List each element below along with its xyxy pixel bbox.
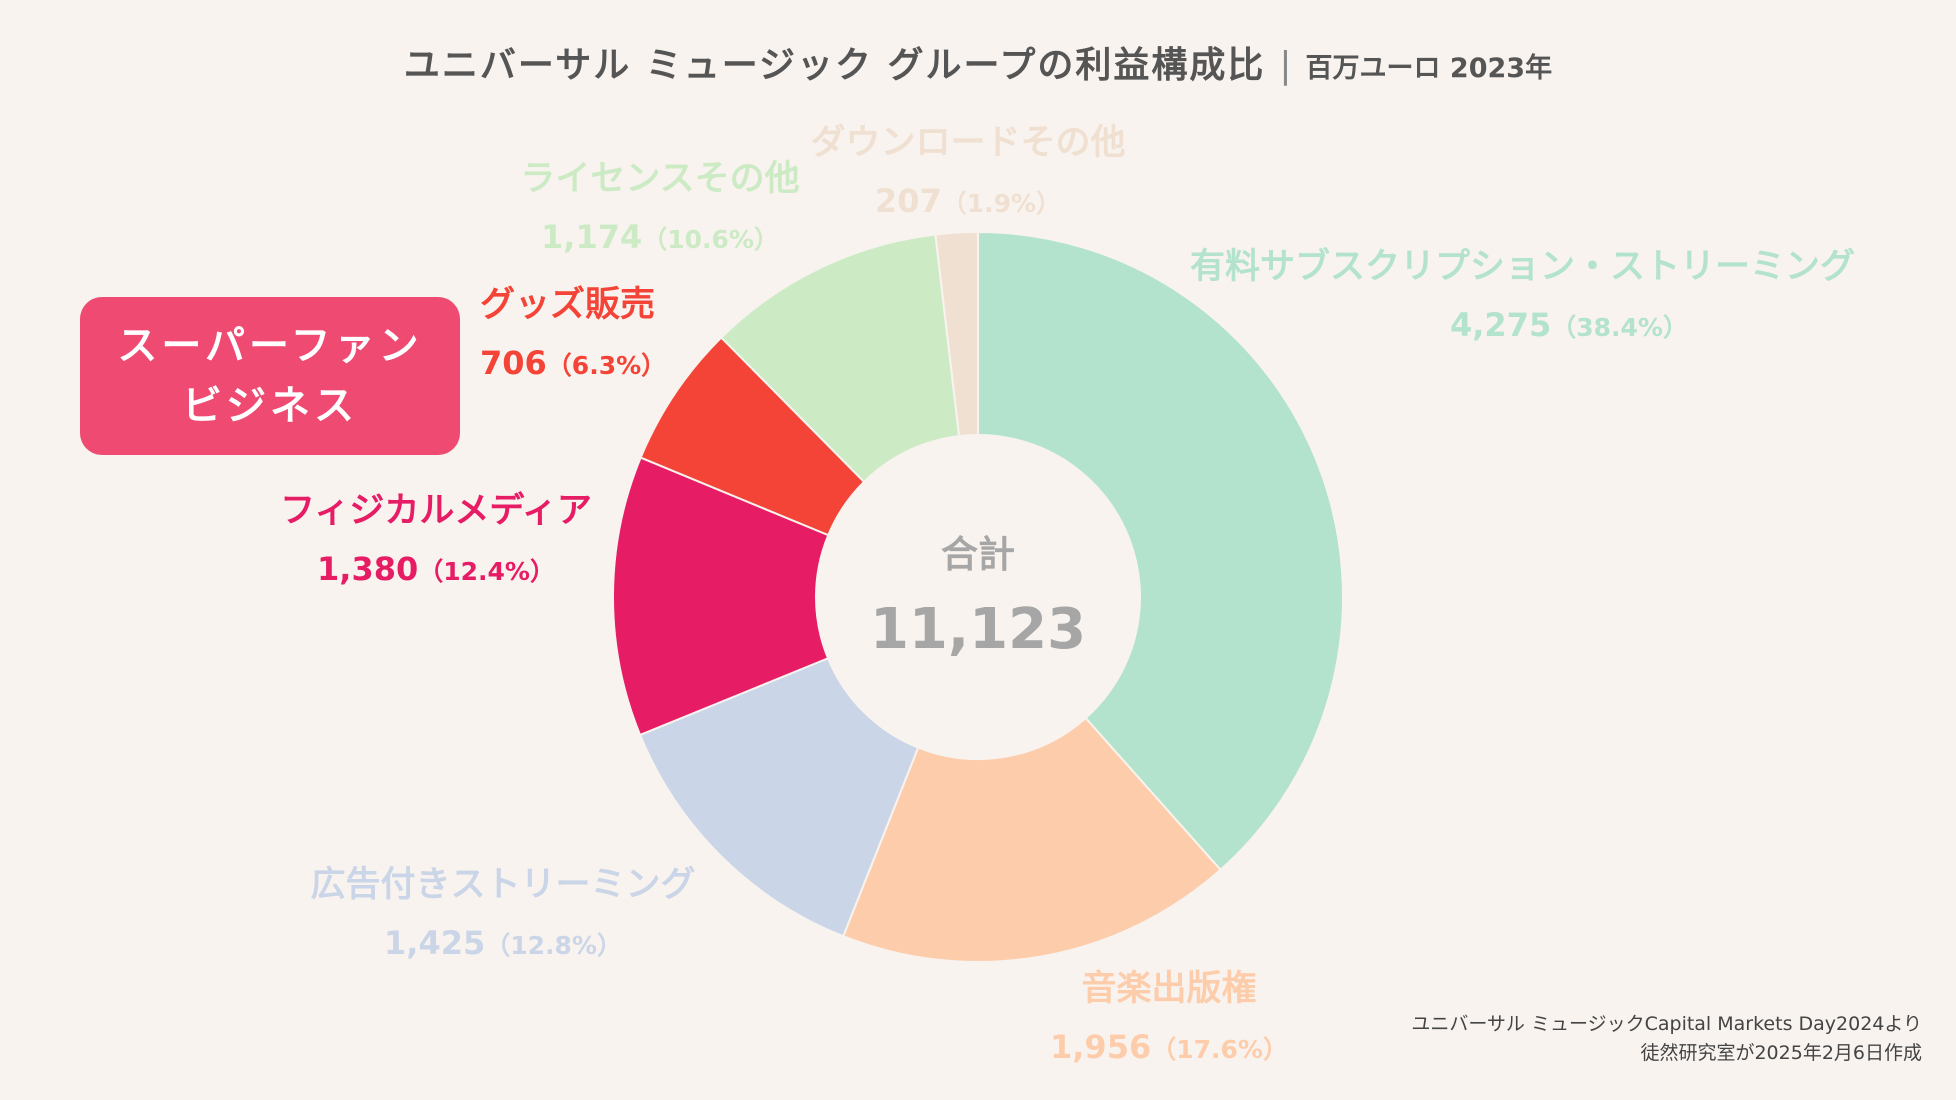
slice-label-publishing: 音楽出版権 1,956（17.6%） — [1050, 966, 1288, 1075]
center-total-label: 合計 — [941, 533, 1015, 576]
slice-name: ダウンロードその他 — [810, 123, 1126, 163]
source-note: ユニバーサル ミュージックCapital Markets Day2024より 徒… — [1411, 1010, 1922, 1068]
slice-label-ad-streaming: 広告付きストリーミング 1,425（12.8%） — [286, 862, 720, 971]
slice-value: 207（1.9%） — [794, 176, 1142, 229]
slice-value: 1,380（12.4%） — [258, 544, 614, 597]
superfan-business-badge: スーパーファン ビジネス — [80, 297, 460, 455]
slice-value-percent: （12.4%） — [418, 557, 555, 586]
slice-label-downloads: ダウンロードその他 207（1.9%） — [794, 120, 1142, 229]
slice-value-percent: （6.3%） — [546, 351, 667, 380]
donut-slices — [612, 230, 1344, 963]
donut-slice-3 — [612, 456, 830, 737]
slice-name: 広告付きストリーミング — [310, 865, 696, 905]
slice-label-paid-subscription: 有料サブスクリプション・ストリーミング 4,275（38.4%） — [1190, 244, 1855, 353]
slice-value-number: 1,380 — [317, 550, 419, 588]
slice-value-percent: （38.4%） — [1551, 313, 1688, 342]
slice-value-number: 1,425 — [384, 924, 486, 962]
source-line-1: ユニバーサル ミュージックCapital Markets Day2024より — [1411, 1013, 1922, 1035]
slice-value: 706（6.3%） — [480, 338, 666, 391]
slice-value: 1,425（12.8%） — [286, 918, 720, 971]
slice-name: フィジカルメディア — [280, 491, 592, 531]
slice-value-percent: （1.9%） — [941, 189, 1062, 218]
slice-value-percent: （17.6%） — [1151, 1035, 1288, 1064]
chart-title: ユニバーサル ミュージック グループの利益構成比 | 百万ユーロ 2023年 — [0, 36, 1956, 88]
slice-value-percent: （12.8%） — [485, 931, 622, 960]
slice-value: 4,275（38.4%） — [1190, 300, 1855, 353]
slice-value-number: 1,174 — [541, 218, 643, 256]
slice-label-physical-media: フィジカルメディア 1,380（12.4%） — [258, 488, 614, 597]
chart-unit-label: 百万ユーロ 2023年 — [1305, 53, 1553, 84]
donut-slice-1 — [841, 716, 1222, 963]
slice-value: 1,956（17.6%） — [1050, 1022, 1288, 1075]
slice-name: グッズ販売 — [480, 285, 656, 325]
donut-slice-6 — [934, 230, 979, 438]
chart-title-main: ユニバーサル ミュージック グループの利益構成比 — [403, 45, 1266, 86]
title-separator: | — [1279, 45, 1292, 86]
slice-label-merchandise: グッズ販売 706（6.3%） — [480, 282, 666, 391]
slice-name: ライセンスその他 — [520, 159, 800, 199]
slice-name: 音楽出版権 — [1081, 969, 1257, 1009]
slice-value-number: 706 — [480, 344, 547, 382]
slice-value-number: 1,956 — [1050, 1028, 1152, 1066]
donut-slice-5 — [719, 233, 961, 484]
donut-slice-2 — [638, 656, 920, 938]
donut-slice-0 — [977, 230, 1344, 872]
badge-line-1: スーパーファン — [117, 323, 423, 369]
center-total-value: 11,123 — [870, 597, 1086, 662]
slice-label-licensing: ライセンスその他 1,174（10.6%） — [506, 156, 814, 265]
badge-line-2: ビジネス — [182, 383, 358, 429]
slice-value-number: 207 — [874, 182, 942, 220]
source-line-2: 徒然研究室が2025年2月6日作成 — [1640, 1042, 1922, 1064]
slice-value-number: 4,275 — [1450, 306, 1552, 344]
slice-value-percent: （10.6%） — [642, 225, 779, 254]
slice-value: 1,174（10.6%） — [506, 212, 814, 265]
slice-name: 有料サブスクリプション・ストリーミング — [1190, 247, 1856, 287]
